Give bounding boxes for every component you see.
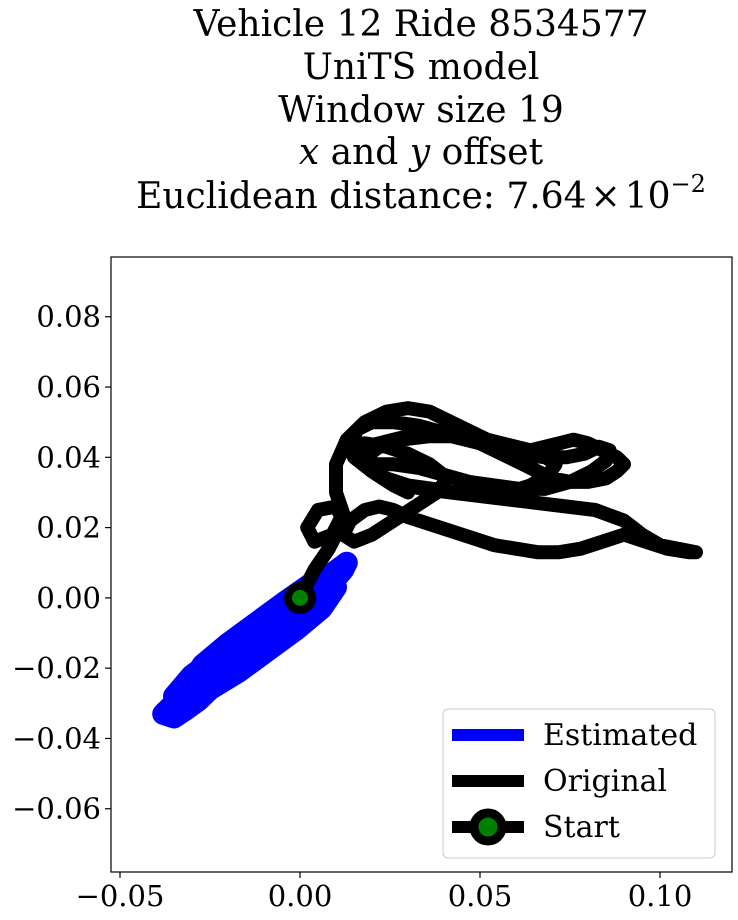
y-tick-label: 0.08 <box>36 300 101 334</box>
axis-layer: −0.05 0.00 0.05 0.10 0.08 0.06 0.04 0.02 0.00 −0.… <box>12 300 692 913</box>
series-layer <box>152 401 703 729</box>
x-tick-label: 0.00 <box>268 879 333 913</box>
series-line-original <box>293 401 703 605</box>
x-tick-label: 0.10 <box>628 879 693 913</box>
legend-label-original: Original <box>543 764 667 799</box>
y-tick-label: 0.00 <box>36 581 101 615</box>
title-line-2: UniTS model <box>303 47 540 88</box>
title-line-4: x and y offset <box>299 132 544 173</box>
y-tick-label: 0.06 <box>36 370 101 404</box>
title-distance-base: 10 <box>625 176 671 217</box>
series-line-estimated <box>152 551 358 729</box>
legend-start-marker <box>469 808 507 846</box>
title-distance-prefix: Euclidean distance: <box>136 176 506 217</box>
y-tick-label: −0.06 <box>12 792 101 826</box>
x-tick-label: −0.05 <box>76 879 165 913</box>
title-var-y: y <box>408 132 431 173</box>
title-offset: offset <box>430 132 543 173</box>
legend: Estimated Original Start <box>442 708 716 859</box>
title-and: and <box>319 132 410 173</box>
title-line-5: Euclidean distance: 7.64 × 10−2 <box>136 170 706 217</box>
legend-label-start: Start <box>543 810 620 845</box>
y-tick-label: 0.02 <box>36 511 101 545</box>
y-tick-label: 0.04 <box>36 440 101 474</box>
title-line-1: Vehicle 12 Ride 8534577 <box>192 4 648 45</box>
title-distance-mantissa: 7.64 <box>506 176 586 217</box>
y-tick-label: −0.04 <box>12 721 101 755</box>
title-distance-times: × <box>591 176 621 217</box>
title-var-x: x <box>299 132 319 173</box>
legend-frame <box>442 708 716 859</box>
chart-title: Vehicle 12 Ride 8534577 UniTS model Wind… <box>136 4 706 217</box>
start-marker <box>284 581 316 614</box>
y-tick-label: −0.02 <box>12 651 101 685</box>
title-distance-exponent: −2 <box>671 170 706 198</box>
title-line-3: Window size 19 <box>278 90 564 131</box>
x-tick-label: 0.05 <box>448 879 513 913</box>
legend-label-estimated: Estimated <box>543 718 697 753</box>
